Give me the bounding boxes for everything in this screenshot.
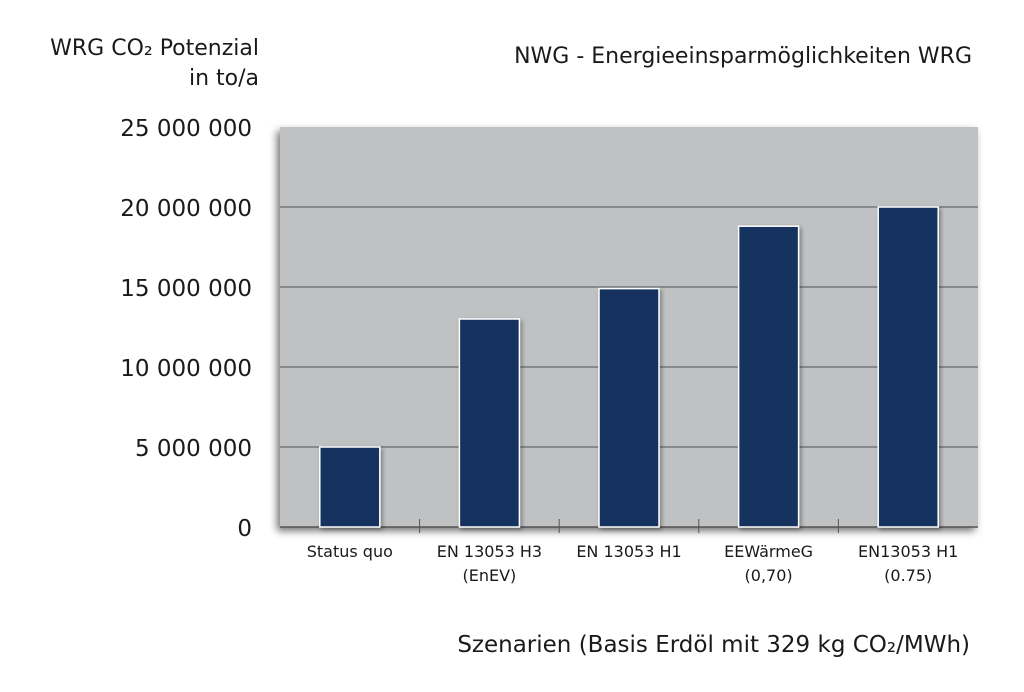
bar: [877, 206, 939, 528]
x-tick-label: Status quo: [307, 542, 393, 561]
bar: [458, 318, 521, 528]
x-tick-label: (EnEV): [463, 566, 517, 585]
x-tick-label: EEWärmeG: [724, 542, 813, 561]
y-tick-label: 25 000 000: [120, 116, 252, 142]
y-axis-label-line1: WRG CO₂ Potenzial: [50, 36, 259, 61]
x-axis-label: Szenarien (Basis Erdöl mit 329 kg CO₂/MW…: [457, 632, 970, 658]
y-tick-label: 0: [237, 516, 252, 542]
bar: [598, 287, 660, 528]
y-tick-label: 15 000 000: [120, 276, 252, 302]
y-tick-label: 5 000 000: [135, 436, 252, 462]
chart-title: NWG - Energieeinsparmöglichkeiten WRG: [514, 44, 972, 69]
y-axis-label-line2: in to/a: [188, 66, 259, 91]
x-tick-label: (0,70): [745, 566, 793, 585]
x-tick-label: EN 13053 H1: [576, 542, 681, 561]
y-tick-label: 10 000 000: [120, 356, 252, 382]
x-tick-label: EN 13053 H3: [437, 542, 542, 561]
y-tick-label: 20 000 000: [120, 196, 252, 222]
x-tick-label: EN13053 H1: [858, 542, 958, 561]
bar: [319, 446, 381, 528]
y-axis-label: WRG CO₂ Potenzial in to/a: [14, 34, 259, 94]
x-tick-label: (0.75): [884, 566, 932, 585]
bar: [737, 225, 800, 528]
